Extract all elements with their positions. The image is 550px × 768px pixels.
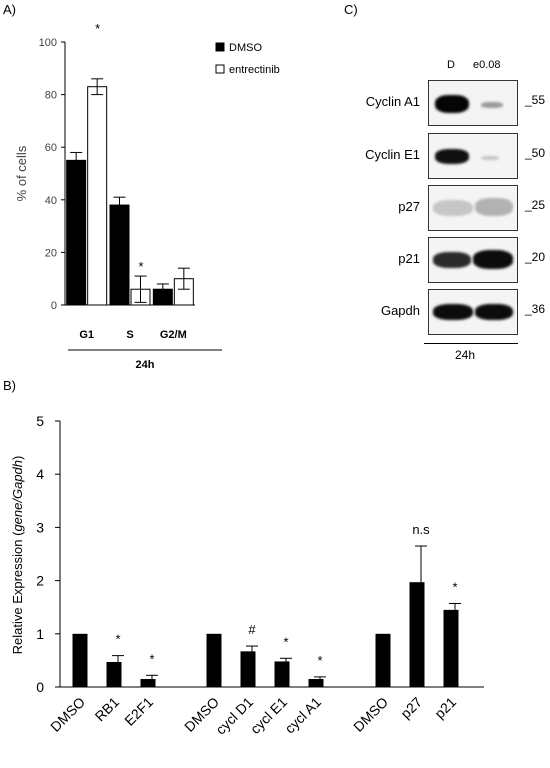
- bar: [72, 633, 88, 687]
- protein-band: [481, 102, 503, 108]
- bar: [152, 288, 173, 306]
- category-label: DMSO: [47, 694, 88, 735]
- molecular-weight-label: _20: [525, 250, 546, 264]
- protein-label: Gapdh: [380, 303, 420, 318]
- panel-a-label: A): [3, 2, 16, 17]
- y-tick-label: 40: [45, 195, 57, 207]
- lane-label: e0.08: [473, 59, 501, 71]
- significance-marker: #: [248, 622, 256, 637]
- y-tick-label: 3: [36, 519, 44, 535]
- bar: [274, 661, 290, 687]
- bar: [409, 582, 425, 687]
- protein-label: Cyclin A1: [365, 94, 420, 109]
- molecular-weight-label: _25: [525, 198, 546, 212]
- panel-b-label: B): [3, 378, 16, 393]
- bar: [375, 633, 391, 687]
- blot-strip: [428, 80, 518, 126]
- y-tick-label: 80: [45, 90, 57, 102]
- protein-band: [433, 200, 473, 216]
- lane-label: D: [447, 59, 455, 71]
- significance-marker: *: [452, 579, 457, 594]
- blot-strip: [428, 289, 518, 335]
- protein-label: Cyclin E1: [365, 147, 420, 162]
- category-label: cycl E1: [247, 694, 290, 737]
- legend-label-entrectinib: entrectinib: [229, 64, 280, 76]
- group-label: 24h: [136, 359, 155, 371]
- y-tick-label: 0: [51, 300, 57, 312]
- significance-marker: *: [138, 259, 143, 274]
- protein-band: [433, 304, 473, 320]
- y-tick-label: 0: [36, 679, 44, 695]
- protein-band: [475, 304, 513, 320]
- significance-marker: n.s: [412, 522, 430, 537]
- protein-label: p27: [398, 199, 420, 214]
- protein-band: [481, 156, 499, 160]
- y-tick-label: 20: [45, 247, 57, 259]
- protein-label: p21: [398, 251, 420, 266]
- y-axis-label: Relative Expression (gene/Gapdh): [10, 456, 25, 655]
- legend-swatch-dmso: [215, 42, 225, 52]
- protein-band: [435, 95, 469, 113]
- bar: [206, 633, 222, 687]
- category-label: cycl A1: [281, 694, 324, 737]
- significance-marker: *: [95, 21, 100, 36]
- bar: [240, 651, 256, 687]
- timepoint-label: 24h: [455, 348, 476, 362]
- y-tick-label: 4: [36, 466, 44, 482]
- protein-band: [433, 252, 471, 268]
- panel-c-label: C): [344, 2, 358, 17]
- category-label: p27: [397, 694, 425, 722]
- significance-marker: *: [317, 653, 322, 668]
- blot-strip: [428, 133, 518, 179]
- legend-label-dmso: DMSO: [229, 42, 262, 54]
- category-label: G1: [79, 329, 94, 341]
- significance-marker: *: [115, 632, 120, 647]
- molecular-weight-label: _55: [525, 93, 546, 107]
- protein-band: [475, 198, 513, 216]
- timepoint-line: [424, 343, 518, 344]
- bar: [109, 204, 130, 306]
- y-tick-label: 60: [45, 142, 57, 154]
- bar: [130, 288, 151, 306]
- y-axis-label: % of cells: [14, 145, 29, 201]
- category-label: RB1: [92, 694, 123, 725]
- category-label: S: [126, 329, 133, 341]
- y-tick-label: 2: [36, 573, 44, 589]
- bar: [140, 679, 156, 687]
- molecular-weight-label: _50: [525, 146, 546, 160]
- bar: [173, 278, 194, 306]
- y-tick-label: 1: [36, 626, 44, 642]
- molecular-weight-label: _36: [525, 302, 546, 316]
- category-label: cycl D1: [212, 694, 256, 738]
- blot-strip: [428, 185, 518, 231]
- significance-marker: *: [283, 634, 288, 649]
- category-label: DMSO: [181, 694, 222, 735]
- bar: [443, 609, 459, 687]
- category-label: G2/M: [160, 329, 187, 341]
- legend-swatch-entrectinib: [215, 64, 225, 74]
- bar: [106, 661, 122, 687]
- protein-band: [473, 250, 513, 269]
- bar: [308, 679, 324, 687]
- category-label: DMSO: [350, 694, 391, 735]
- significance-marker: *: [149, 651, 154, 666]
- y-tick-label: 5: [36, 413, 44, 429]
- blot-strip: [428, 237, 518, 283]
- bar: [66, 159, 87, 306]
- y-tick-label: 100: [39, 37, 57, 49]
- protein-band: [435, 149, 469, 164]
- category-label: p21: [431, 694, 459, 722]
- bar: [87, 86, 108, 306]
- category-label: E2F1: [121, 694, 156, 729]
